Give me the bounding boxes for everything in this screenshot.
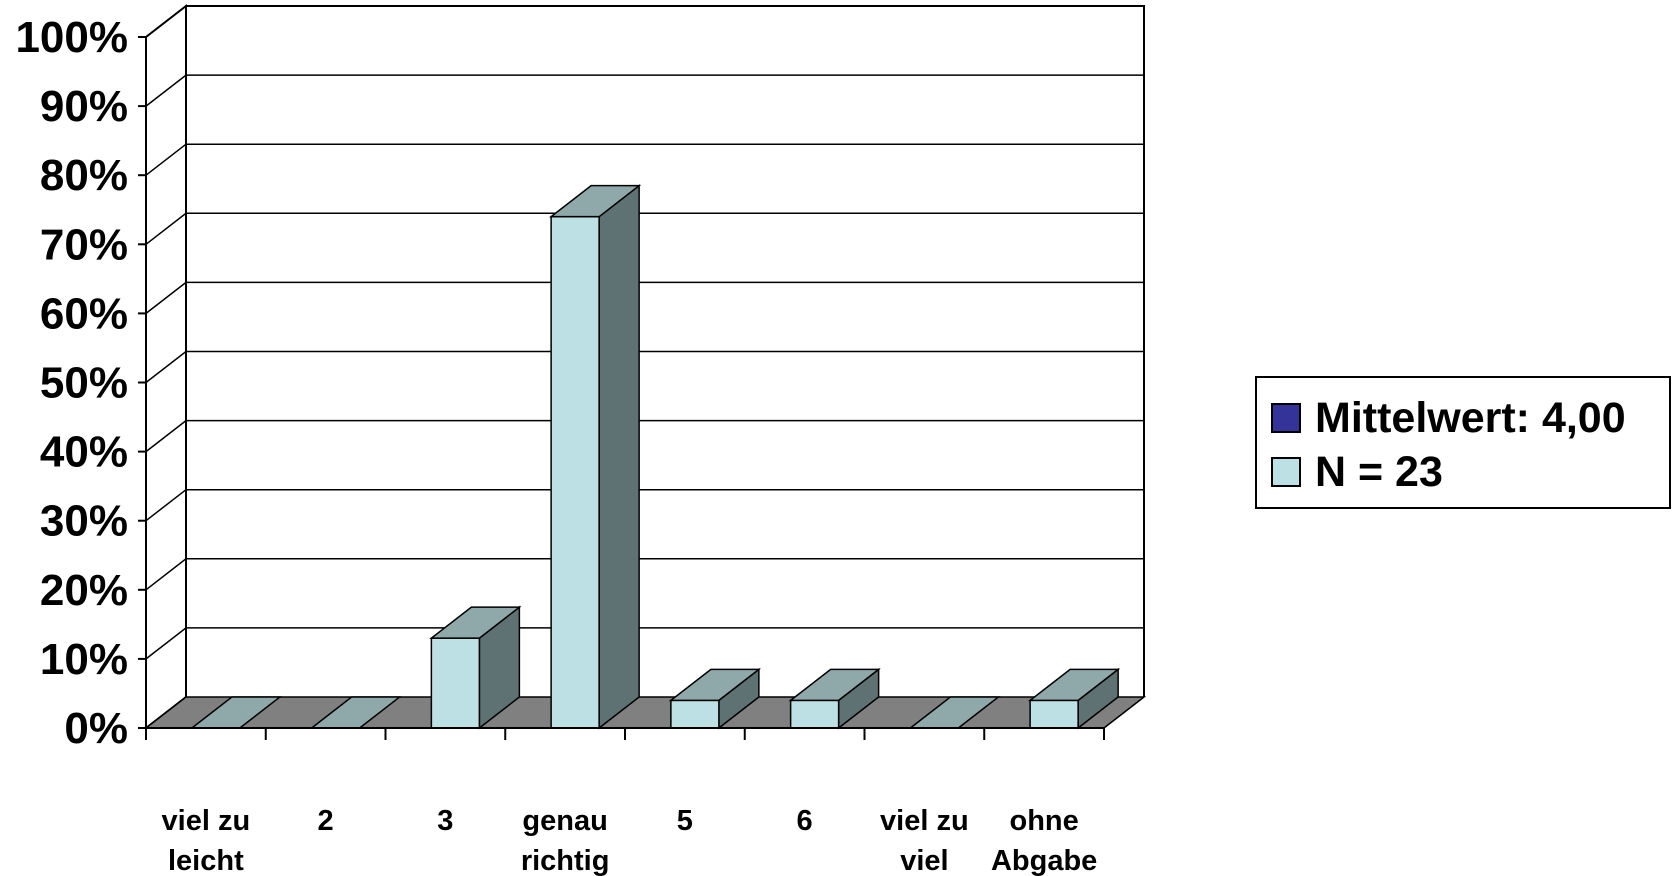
y-tick-label: 50%	[40, 359, 128, 408]
x-tick-label: viel	[900, 845, 948, 876]
x-tick-label: Abgabe	[991, 845, 1097, 876]
gridline	[145, 281, 1144, 314]
x-tick-label: viel zu	[880, 805, 969, 837]
bar-front	[430, 637, 481, 729]
legend: Mittelwert: 4,00 N = 23	[1255, 376, 1671, 509]
gridline	[145, 627, 1144, 660]
chart-walls	[145, 3, 1145, 731]
y-tick-label: 20%	[40, 566, 128, 615]
bar	[788, 667, 881, 730]
x-tick-label: viel zu	[162, 805, 251, 837]
gridline	[145, 419, 1144, 453]
bar-front	[789, 699, 840, 729]
gridline	[145, 74, 1144, 107]
bar-front	[1029, 699, 1079, 729]
legend-item-n: N = 23	[1271, 447, 1443, 496]
gridline	[145, 212, 1144, 245]
x-tick-label: 3	[437, 805, 453, 837]
x-tick-label: 5	[677, 805, 693, 837]
bar-side	[598, 184, 640, 730]
bar-top	[1027, 668, 1121, 702]
y-tick-label: 90%	[40, 82, 128, 131]
y-tick-label: 100%	[15, 13, 128, 62]
legend-item-mittelwert: Mittelwert: 4,00	[1271, 393, 1626, 442]
bars	[189, 184, 1121, 730]
bar-top	[429, 606, 522, 639]
y-tick-label: 10%	[40, 635, 128, 684]
x-tick-label: leicht	[168, 845, 244, 876]
floor-plane	[143, 696, 1147, 729]
y-tick-label: 70%	[40, 220, 128, 269]
chart-floor	[143, 696, 1147, 729]
x-axis: viel zu leicht 2 3 genau richtig 5 6 viel zu viel…	[145, 727, 1105, 876]
gridline	[145, 488, 1144, 522]
bar-top	[548, 184, 642, 218]
x-tick-label: 6	[797, 805, 813, 837]
y-tick-label: 30%	[40, 497, 128, 546]
bar	[429, 605, 522, 730]
x-tick-label: ohne	[1009, 805, 1078, 837]
x-tick-label: 2	[318, 805, 334, 837]
y-axis: 0% 10% 20% 30% 40% 50% 60% 70% 80% 90% 100%	[15, 13, 147, 753]
bar	[668, 667, 762, 730]
gridlines	[145, 5, 1144, 660]
legend-label-n: N = 23	[1315, 447, 1443, 496]
bar-top	[668, 668, 762, 702]
legend-swatch-n	[1271, 457, 1301, 487]
bar	[548, 184, 642, 730]
y-tick-label: 80%	[40, 151, 128, 200]
y-tick-label: 0%	[64, 704, 128, 753]
bar	[1027, 667, 1121, 730]
x-tick-label: richtig	[521, 845, 610, 876]
bar-front	[670, 699, 720, 729]
gridline	[145, 5, 1144, 38]
legend-swatch-mittelwert	[1271, 403, 1301, 433]
bar-front	[550, 215, 600, 729]
x-tick-label: genau	[522, 805, 607, 837]
gridline	[145, 350, 1144, 384]
gridline	[145, 143, 1144, 176]
y-tick-label: 40%	[40, 428, 128, 477]
legend-label-mittelwert: Mittelwert: 4,00	[1315, 393, 1626, 442]
bar-top	[788, 668, 881, 702]
y-tick-label: 60%	[40, 289, 128, 338]
gridline	[145, 558, 1144, 591]
